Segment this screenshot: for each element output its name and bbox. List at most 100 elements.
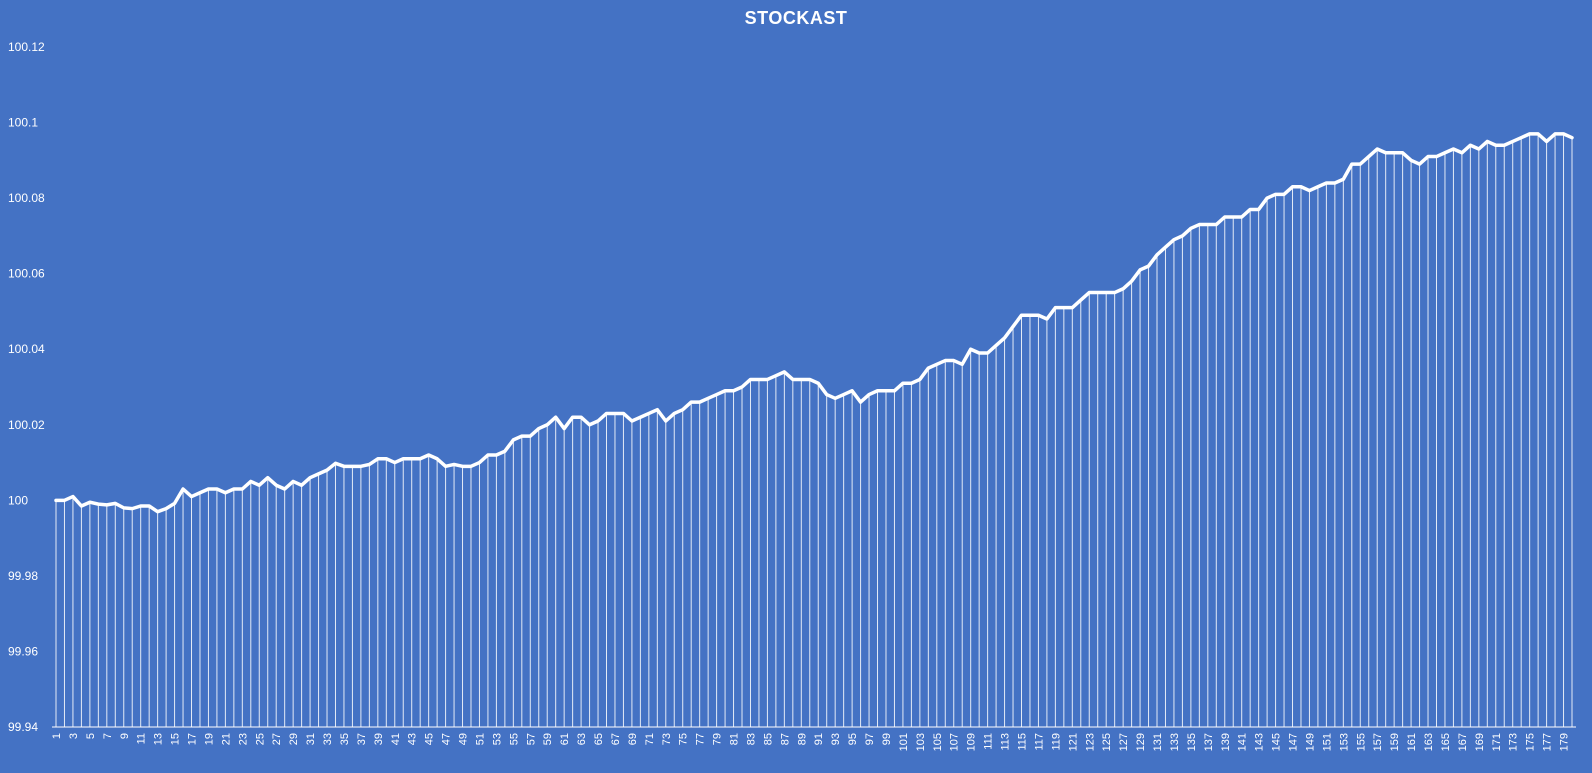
x-tick-label: 57 xyxy=(525,733,537,745)
x-tick-label: 121 xyxy=(1067,733,1079,751)
x-tick-label: 71 xyxy=(644,733,656,745)
x-tick-label: 169 xyxy=(1474,733,1486,751)
y-tick-label: 100.06 xyxy=(8,267,45,281)
x-tick-label: 5 xyxy=(85,733,97,739)
x-tick-label: 179 xyxy=(1559,733,1571,751)
x-tick-label: 145 xyxy=(1271,733,1283,751)
x-tick-label: 47 xyxy=(441,733,453,745)
y-tick-label: 99.96 xyxy=(8,644,38,658)
x-tick-label: 39 xyxy=(373,733,385,745)
x-tick-label: 51 xyxy=(474,733,486,745)
x-tick-label: 93 xyxy=(830,733,842,745)
y-tick-label: 100.12 xyxy=(8,40,45,54)
x-tick-label: 151 xyxy=(1321,733,1333,751)
x-tick-label: 35 xyxy=(339,733,351,745)
x-tick-label: 111 xyxy=(983,733,995,750)
x-tick-label: 11 xyxy=(136,733,148,744)
y-tick-label: 100.1 xyxy=(8,116,38,130)
x-tick-label: 99 xyxy=(881,733,893,745)
x-tick-label: 175 xyxy=(1525,733,1537,751)
x-tick-label: 127 xyxy=(1118,733,1130,751)
x-tick-label: 107 xyxy=(949,733,961,751)
x-tick-label: 139 xyxy=(1220,733,1232,751)
x-tick-label: 69 xyxy=(627,733,639,745)
x-tick-label: 163 xyxy=(1423,733,1435,751)
x-tick-label: 165 xyxy=(1440,733,1452,751)
y-tick-label: 100.02 xyxy=(8,418,45,432)
x-tick-label: 119 xyxy=(1050,733,1062,751)
x-tick-label: 135 xyxy=(1186,733,1198,751)
x-tick-label: 155 xyxy=(1355,733,1367,751)
x-tick-label: 89 xyxy=(796,733,808,745)
x-tick-label: 157 xyxy=(1372,733,1384,751)
x-tick-label: 15 xyxy=(170,733,182,745)
series-line xyxy=(54,132,1574,514)
x-tick-label: 55 xyxy=(508,733,520,745)
y-tick-label: 99.98 xyxy=(8,569,38,583)
x-tick-label: 73 xyxy=(661,733,673,745)
x-tick-label: 133 xyxy=(1169,733,1181,751)
x-tick-label: 17 xyxy=(187,733,199,745)
x-tick-label: 153 xyxy=(1338,733,1350,751)
x-tick-label: 141 xyxy=(1237,733,1249,751)
x-tick-label: 123 xyxy=(1084,733,1096,751)
x-tick-label: 95 xyxy=(847,733,859,745)
x-tick-label: 129 xyxy=(1135,733,1147,751)
x-tick-label: 115 xyxy=(1016,733,1028,751)
x-tick-label: 105 xyxy=(932,733,944,751)
x-tick-label: 29 xyxy=(288,733,300,745)
x-tick-label: 65 xyxy=(593,733,605,745)
x-tick-label: 21 xyxy=(220,733,232,745)
x-tick-label: 13 xyxy=(153,733,165,745)
x-tick-label: 7 xyxy=(102,733,114,739)
x-tick-label: 23 xyxy=(237,733,249,745)
x-tick-label: 137 xyxy=(1203,733,1215,751)
x-tick-label: 149 xyxy=(1304,733,1316,751)
y-axis: 99.94 99.96 99.98 100 100.02 100.04 100.06 100.… xyxy=(8,40,45,734)
y-tick-label: 99.94 xyxy=(8,720,38,734)
x-tick-label: 161 xyxy=(1406,733,1418,751)
x-tick-label: 117 xyxy=(1033,733,1045,751)
drop-lines xyxy=(55,133,1573,727)
x-tick-label: 143 xyxy=(1254,733,1266,751)
x-tick-label: 159 xyxy=(1389,733,1401,751)
x-tick-label: 59 xyxy=(542,733,554,745)
x-tick-label: 103 xyxy=(915,733,927,751)
x-tick-label: 9 xyxy=(119,733,131,739)
x-tick-label: 131 xyxy=(1152,733,1164,751)
x-tick-label: 41 xyxy=(390,733,402,745)
x-tick-label: 45 xyxy=(424,733,436,745)
x-axis: 1 3 5 7 9 11 13 15 17 19 21 23 25 27 29 31 33 35 37 39 41 43 4… xyxy=(51,733,1571,751)
x-tick-label: 43 xyxy=(407,733,419,745)
x-tick-label: 1 xyxy=(51,733,63,739)
y-tick-label: 100 xyxy=(8,493,28,507)
x-tick-label: 79 xyxy=(712,733,724,745)
x-tick-label: 85 xyxy=(762,733,774,745)
x-tick-label: 87 xyxy=(779,733,791,745)
x-tick-label: 3 xyxy=(68,733,80,739)
x-tick-label: 77 xyxy=(695,733,707,745)
x-tick-label: 113 xyxy=(1000,733,1012,751)
x-tick-label: 61 xyxy=(559,733,571,745)
x-tick-label: 49 xyxy=(458,733,470,745)
x-tick-label: 67 xyxy=(610,733,622,745)
x-tick-label: 83 xyxy=(745,733,757,745)
x-tick-label: 171 xyxy=(1491,733,1503,751)
x-tick-label: 37 xyxy=(356,733,368,745)
x-tick-label: 91 xyxy=(813,733,825,745)
chart-title: STOCKAST xyxy=(744,8,848,28)
x-tick-label: 27 xyxy=(271,733,283,745)
x-tick-label: 109 xyxy=(966,733,978,751)
x-tick-label: 97 xyxy=(864,733,876,745)
x-tick-label: 31 xyxy=(305,733,317,745)
x-tick-label: 81 xyxy=(729,733,741,745)
x-tick-label: 75 xyxy=(678,733,690,745)
x-tick-label: 19 xyxy=(203,733,215,745)
x-tick-label: 63 xyxy=(576,733,588,745)
x-tick-label: 173 xyxy=(1508,733,1520,751)
y-tick-label: 100.04 xyxy=(8,342,45,356)
x-tick-label: 33 xyxy=(322,733,334,745)
x-tick-label: 125 xyxy=(1101,733,1113,751)
x-tick-label: 147 xyxy=(1288,733,1300,751)
